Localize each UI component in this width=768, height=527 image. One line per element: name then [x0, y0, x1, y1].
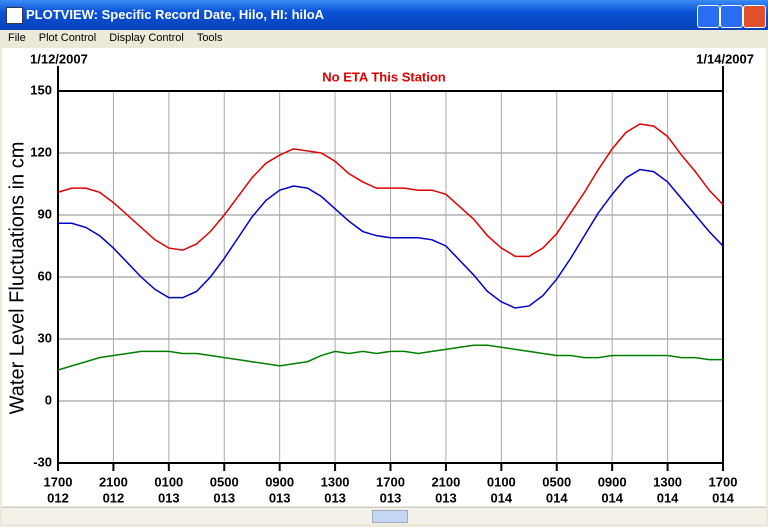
scroll-thumb[interactable]: [372, 510, 408, 523]
menu-bar: File Plot Control Display Control Tools: [0, 30, 768, 48]
x-tick-label: 2100: [99, 474, 128, 489]
app-icon: [6, 7, 23, 24]
end-date: 1/14/2007: [696, 51, 754, 66]
series-line: [57, 123, 724, 258]
x-tick-day: 014: [546, 490, 568, 505]
x-tick-label: 0900: [265, 474, 294, 489]
x-tick-day: 013: [380, 490, 402, 505]
y-tick-label: 90: [38, 206, 52, 221]
horizontal-scrollbar[interactable]: [2, 507, 766, 524]
x-tick-label: 1300: [321, 474, 350, 489]
x-tick-label: 0900: [598, 474, 627, 489]
y-tick-label: 120: [30, 144, 52, 159]
start-date: 1/12/2007: [30, 51, 88, 66]
maximize-button[interactable]: [720, 5, 743, 28]
annotation: No ETA This Station: [322, 69, 446, 84]
x-tick-day: 012: [103, 490, 125, 505]
series-line: [57, 344, 723, 371]
x-tick-label: 1700: [376, 474, 405, 489]
title-bar: PLOTVIEW: Specific Record Date, Hilo, HI…: [0, 0, 768, 30]
menu-item[interactable]: Tools: [196, 32, 223, 44]
y-tick-label: -30: [33, 454, 52, 469]
x-tick-label: 0500: [210, 474, 239, 489]
x-tick-label: 2100: [431, 474, 460, 489]
plot-frame: [57, 90, 724, 464]
x-tick-day: 013: [324, 490, 346, 505]
series-line: [58, 168, 724, 309]
x-tick-label: 1300: [653, 474, 682, 489]
x-tick-label: 1700: [44, 474, 73, 489]
x-tick-label: 0100: [154, 474, 183, 489]
menu-item[interactable]: Display Control: [109, 32, 184, 44]
x-tick-label: 0100: [487, 474, 516, 489]
x-tick-day: 013: [213, 490, 235, 505]
y-tick-label: 0: [45, 392, 52, 407]
x-tick-day: 013: [435, 490, 457, 505]
x-tick-day: 014: [601, 490, 623, 505]
x-tick-label: 1700: [709, 474, 738, 489]
x-tick-day: 013: [269, 490, 291, 505]
close-button[interactable]: [743, 5, 766, 28]
x-tick-day: 013: [158, 490, 180, 505]
menu-item[interactable]: Plot Control: [38, 32, 97, 44]
x-tick-day: 012: [47, 490, 69, 505]
y-tick-label: 30: [38, 330, 52, 345]
x-tick-day: 014: [712, 490, 734, 505]
chart: 1/12/2007 1/14/2007 No ETA This Station …: [2, 48, 766, 506]
menu-item[interactable]: File: [8, 32, 26, 44]
window-title: PLOTVIEW: Specific Record Date, Hilo, HI…: [26, 7, 325, 22]
x-tick-day: 014: [657, 490, 679, 505]
x-tick-day: 014: [490, 490, 512, 505]
y-tick-label: 60: [38, 268, 52, 283]
minimize-button[interactable]: [697, 5, 720, 28]
y-axis-label: Water Level Fluctuations in cm: [6, 142, 28, 415]
y-tick-label: 150: [30, 82, 52, 97]
x-tick-label: 0500: [542, 474, 571, 489]
